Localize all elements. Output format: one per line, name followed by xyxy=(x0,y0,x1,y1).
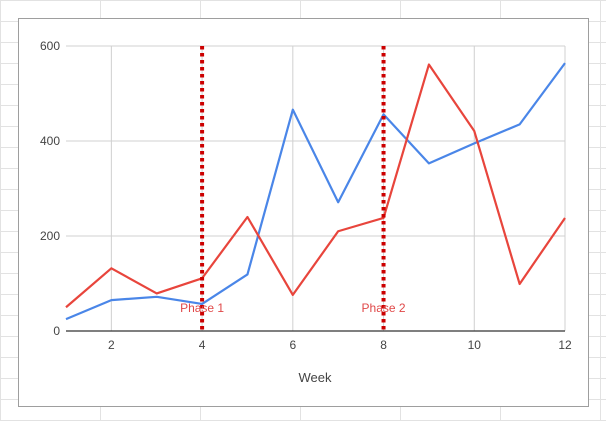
gridlines xyxy=(66,45,566,331)
x-tick-label: 8 xyxy=(380,338,387,352)
phase-label-1: Phase 1 xyxy=(180,301,224,315)
series-line-2 xyxy=(65,63,566,309)
y-tick-label: 0 xyxy=(53,324,60,338)
y-tick-label: 400 xyxy=(40,134,60,148)
x-tick-label: 10 xyxy=(468,338,482,352)
series-line-1 xyxy=(65,62,566,321)
phase-markers: Phase 1 Phase 2 xyxy=(180,46,406,331)
chart-container xyxy=(18,18,589,407)
x-axis-label: Week xyxy=(299,370,332,385)
axes: 0 200 400 600 2 4 6 8 10 12 xyxy=(40,39,572,352)
x-tick-label: 4 xyxy=(199,338,206,352)
x-tick-label: 12 xyxy=(558,338,572,352)
x-tick-label: 2 xyxy=(108,338,115,352)
y-tick-label: 600 xyxy=(40,39,60,53)
series-lines xyxy=(65,62,566,321)
phase-label-2: Phase 2 xyxy=(362,301,406,315)
y-tick-label: 200 xyxy=(40,229,60,243)
x-tick-label: 6 xyxy=(289,338,296,352)
